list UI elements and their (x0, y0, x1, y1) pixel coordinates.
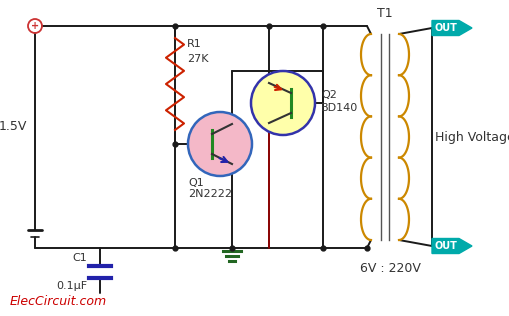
FancyArrow shape (432, 21, 472, 35)
Text: ElecCircuit.com: ElecCircuit.com (10, 295, 107, 308)
Text: OUT: OUT (435, 23, 458, 33)
Text: 6V : 220V: 6V : 220V (359, 262, 420, 275)
Text: Q1: Q1 (188, 178, 204, 188)
Text: OUT: OUT (435, 241, 458, 251)
Text: BD140: BD140 (321, 103, 358, 113)
Text: 0.1μF: 0.1μF (56, 281, 87, 291)
Circle shape (188, 112, 252, 176)
Text: +: + (31, 21, 39, 31)
Text: C1: C1 (72, 253, 87, 263)
Text: T1: T1 (377, 7, 393, 20)
Text: 2N2222: 2N2222 (188, 189, 232, 199)
Text: High Voltage: High Voltage (435, 131, 509, 143)
Text: R1: R1 (187, 39, 202, 49)
Circle shape (251, 71, 315, 135)
Text: Q2: Q2 (321, 90, 337, 100)
FancyArrow shape (432, 239, 472, 253)
Text: 1.5V: 1.5V (0, 120, 27, 133)
Text: 27K: 27K (187, 54, 209, 64)
